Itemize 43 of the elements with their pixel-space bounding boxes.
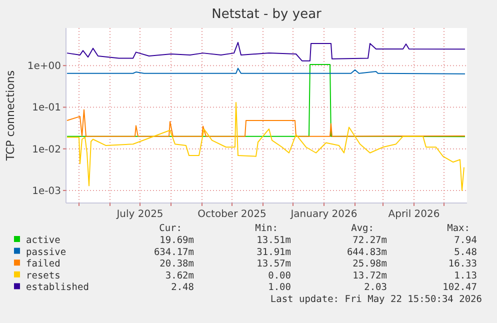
text: 1.13 xyxy=(454,270,477,282)
text: 3.62m xyxy=(165,270,194,282)
text: 2.48 xyxy=(171,282,194,294)
text: 13.51m xyxy=(256,235,292,246)
line-series xyxy=(66,42,466,62)
text: 16.33 xyxy=(448,258,477,270)
text: 102.47 xyxy=(442,282,477,294)
legend-label: failed xyxy=(26,258,60,270)
legend-label: established xyxy=(26,282,89,294)
text: Avg: xyxy=(351,223,374,234)
text: 644.83m xyxy=(346,246,388,258)
x-tick-label: October 2025 xyxy=(198,209,266,220)
y-tick-label: 1e-01 xyxy=(32,102,61,114)
text: 25.98m xyxy=(352,258,388,270)
text: 19.69m xyxy=(160,235,194,246)
x-tick-label: April 2026 xyxy=(388,209,440,220)
x-tick-label: July 2025 xyxy=(116,209,164,220)
text: 0.00 xyxy=(268,270,292,282)
text: 72.27m xyxy=(352,235,388,246)
text: 2.03 xyxy=(364,282,387,294)
legend-label: active xyxy=(26,235,61,246)
text: 31.91m xyxy=(256,246,292,258)
chart-title: Netstat - by year xyxy=(212,7,322,22)
legend-label: resets xyxy=(26,270,60,282)
text: 1.00 xyxy=(268,282,292,294)
text: 13.57m xyxy=(256,258,292,270)
x-tick-label: January 2026 xyxy=(290,209,358,220)
legend-label: passive xyxy=(26,246,66,258)
y-axis-title: TCP connections xyxy=(4,70,17,162)
line-series xyxy=(66,109,466,137)
text: 20.38m xyxy=(160,258,194,270)
text: Cur: xyxy=(159,223,182,234)
text: 5.48 xyxy=(454,246,478,258)
text: Last update: Fri May 22 15:50:34 2026 xyxy=(270,294,482,305)
text: Max: xyxy=(447,223,470,234)
y-tick-label: 1e-03 xyxy=(32,186,61,197)
text: Min: xyxy=(255,223,278,234)
text: 634.17m xyxy=(154,246,194,258)
y-tick-label: 1e-02 xyxy=(32,144,61,156)
text: 7.94 xyxy=(454,235,478,246)
text: 13.72m xyxy=(352,270,388,282)
line-series xyxy=(66,102,464,191)
y-tick-label: 1e+00 xyxy=(27,61,61,72)
